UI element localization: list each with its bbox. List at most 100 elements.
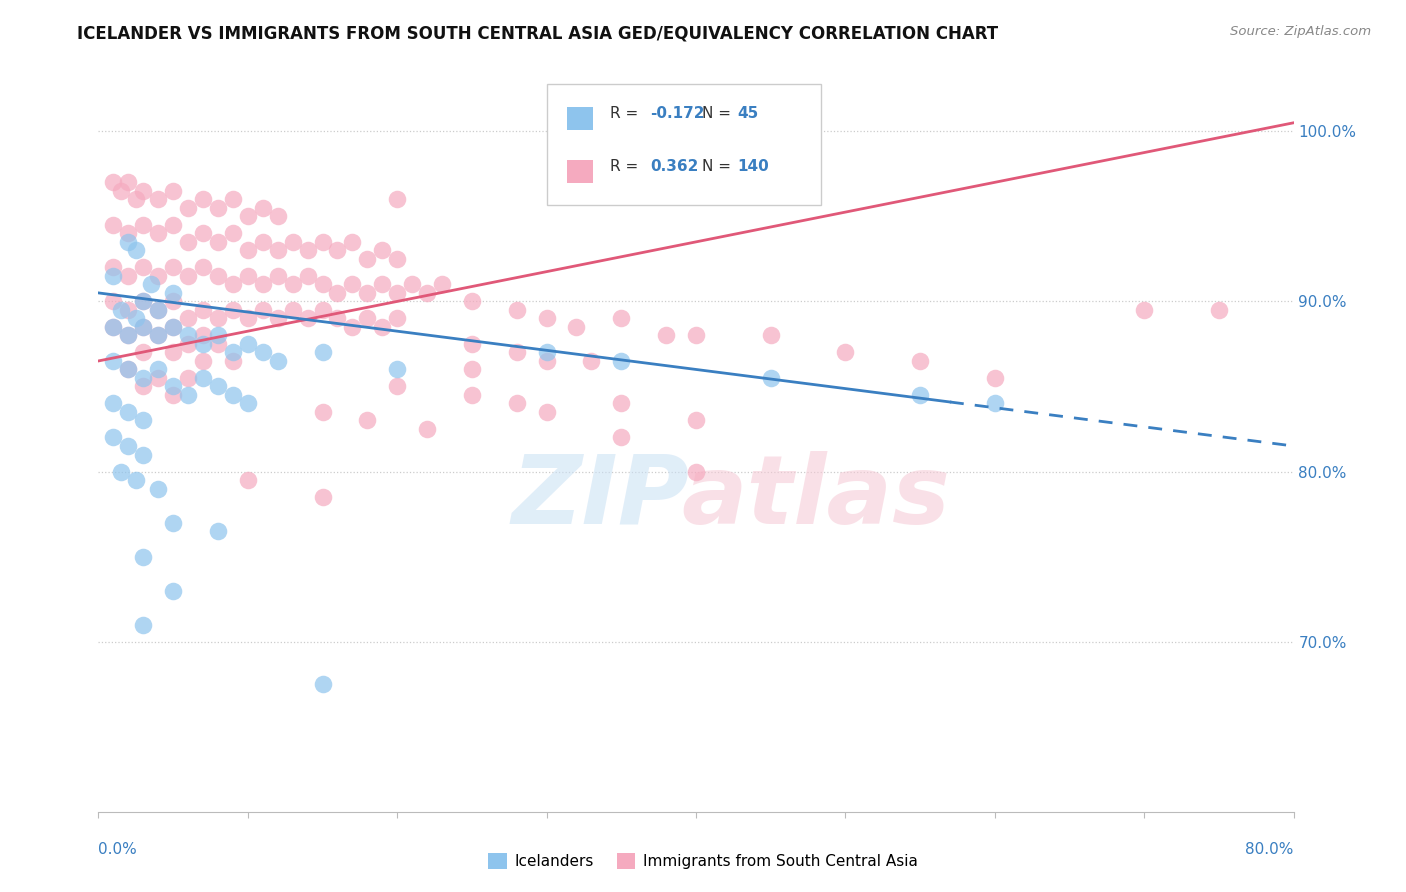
Point <box>311 235 333 249</box>
Point <box>139 277 162 292</box>
Point <box>132 413 155 427</box>
Point <box>297 244 319 258</box>
Point <box>356 413 378 427</box>
Point <box>267 210 290 224</box>
Point <box>177 268 200 283</box>
Point <box>132 345 155 359</box>
Point <box>162 294 184 309</box>
Point <box>236 210 259 224</box>
Point <box>162 320 184 334</box>
Point <box>267 268 290 283</box>
Point <box>311 277 333 292</box>
Point <box>117 439 139 453</box>
Point <box>401 277 423 292</box>
FancyBboxPatch shape <box>567 161 593 183</box>
Point <box>297 268 319 283</box>
Text: 45: 45 <box>738 105 759 120</box>
Point <box>565 320 588 334</box>
Point <box>430 277 453 292</box>
Point <box>103 320 125 334</box>
Point <box>132 617 155 632</box>
Point <box>177 328 200 343</box>
Point <box>162 379 184 393</box>
Point <box>1208 302 1230 317</box>
Point <box>103 268 125 283</box>
Point <box>252 235 274 249</box>
Point <box>177 388 200 402</box>
Point <box>191 337 214 351</box>
Point <box>148 482 170 496</box>
Point <box>371 277 394 292</box>
Point <box>759 371 782 385</box>
Point <box>222 192 245 206</box>
Point <box>207 311 229 326</box>
Point <box>177 371 200 385</box>
Point <box>191 302 214 317</box>
Point <box>252 201 274 215</box>
Point <box>110 465 132 479</box>
Text: 0.0%: 0.0% <box>98 842 138 857</box>
Point <box>236 337 259 351</box>
Point <box>222 354 245 368</box>
Point <box>148 268 170 283</box>
FancyBboxPatch shape <box>547 84 821 204</box>
Text: N =: N = <box>702 105 735 120</box>
Point <box>177 201 200 215</box>
Point <box>252 345 274 359</box>
Point <box>191 227 214 241</box>
Point <box>148 302 170 317</box>
Point <box>342 277 364 292</box>
Point <box>984 396 1007 410</box>
Point <box>506 302 529 317</box>
Point <box>110 184 132 198</box>
Point <box>132 379 155 393</box>
Point <box>252 302 274 317</box>
Point <box>536 345 558 359</box>
Point <box>125 244 148 258</box>
Point <box>207 235 229 249</box>
Point <box>236 473 259 487</box>
Point <box>506 396 529 410</box>
Point <box>132 218 155 232</box>
Point <box>207 524 229 538</box>
Point <box>162 516 184 530</box>
Point <box>103 294 125 309</box>
Point <box>117 328 139 343</box>
Point <box>117 235 139 249</box>
Point <box>536 354 558 368</box>
Point <box>326 244 349 258</box>
Point <box>236 268 259 283</box>
Point <box>117 362 139 376</box>
Point <box>148 328 170 343</box>
Point <box>356 285 378 300</box>
Text: R =: R = <box>610 105 643 120</box>
Text: ICELANDER VS IMMIGRANTS FROM SOUTH CENTRAL ASIA GED/EQUIVALENCY CORRELATION CHAR: ICELANDER VS IMMIGRANTS FROM SOUTH CENTR… <box>77 25 998 43</box>
Point <box>191 371 214 385</box>
Text: ZIP: ZIP <box>512 450 689 544</box>
Point <box>177 235 200 249</box>
Point <box>281 302 304 317</box>
Point <box>610 396 633 410</box>
Point <box>236 244 259 258</box>
Point <box>148 302 170 317</box>
Point <box>162 184 184 198</box>
Point <box>311 302 333 317</box>
Point <box>191 260 214 275</box>
Point <box>177 337 200 351</box>
Point <box>385 285 409 300</box>
Point <box>191 192 214 206</box>
Point <box>461 362 484 376</box>
Point <box>461 294 484 309</box>
Point <box>385 362 409 376</box>
Point <box>311 405 333 419</box>
Point <box>222 345 245 359</box>
Point <box>117 227 139 241</box>
Point <box>207 268 229 283</box>
Point <box>132 320 155 334</box>
Point <box>125 192 148 206</box>
Point <box>162 285 184 300</box>
Point <box>536 311 558 326</box>
Point <box>461 337 484 351</box>
Point <box>416 422 439 436</box>
Point <box>207 379 229 393</box>
